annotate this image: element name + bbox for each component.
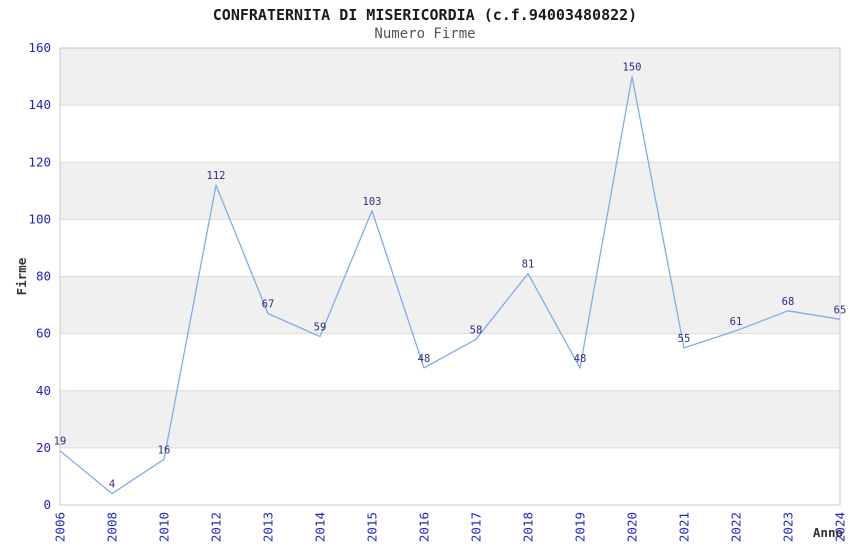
data-label: 68 [782,296,795,308]
x-tick-label: 2016 [417,512,432,542]
y-tick-label: 100 [28,211,51,226]
x-tick-label: 2018 [521,512,536,542]
data-label: 81 [522,259,535,271]
data-label: 4 [109,479,115,491]
x-axis-label: Anno [813,525,843,540]
plot-band [60,390,840,448]
x-tick-label: 2019 [573,512,588,542]
data-label: 150 [623,62,642,74]
x-tick-label: 2017 [469,512,484,542]
series-line [59,75,841,495]
data-label: 55 [678,333,691,345]
x-tick-label: 2021 [677,512,692,542]
chart-subtitle: Numero Firme [374,26,476,42]
data-label: 67 [262,299,275,311]
y-tick-label: 160 [28,40,51,55]
data-label: 61 [730,316,743,328]
x-tick-label: 2008 [105,512,120,542]
data-label: 58 [470,324,483,336]
x-tick-label: 2015 [365,512,380,542]
y-axis-label: Firme [14,257,29,295]
plot-band [60,48,840,106]
plot-border [59,47,841,506]
x-tick-label: 2020 [625,512,640,542]
y-tick-label: 140 [28,97,51,112]
y-tick-label: 120 [28,154,51,169]
data-label: 48 [418,353,431,365]
data-label: 65 [834,304,847,316]
x-tick-label: 2010 [157,512,172,542]
x-tick-label: 2013 [261,512,276,542]
data-label: 103 [363,196,382,208]
chart-title: CONFRATERNITA DI MISERICORDIA (c.f.94003… [212,6,638,24]
x-tick-label: 2022 [729,512,744,542]
x-tick-label: 2006 [53,512,68,542]
x-tick-label: 2012 [209,512,224,542]
plot-band [60,276,840,334]
y-tick-label: 80 [36,269,51,284]
plot-band [60,162,840,220]
y-tick-label: 0 [43,497,51,512]
x-tick-label: 2024 [833,512,848,542]
data-label: 48 [574,353,587,365]
data-label: 112 [207,170,226,182]
y-tick-label: 40 [36,383,51,398]
x-tick-label: 2014 [313,512,328,542]
y-tick-label: 60 [36,326,51,341]
data-label: 59 [314,321,327,333]
x-tick-label: 2023 [781,512,796,542]
data-label: 16 [158,444,171,456]
data-label: 19 [54,436,67,448]
y-tick-label: 20 [36,440,51,455]
